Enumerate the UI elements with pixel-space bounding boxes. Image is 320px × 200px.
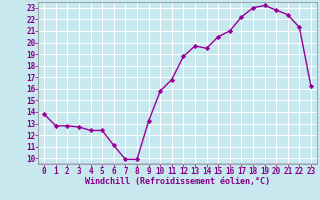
- X-axis label: Windchill (Refroidissement éolien,°C): Windchill (Refroidissement éolien,°C): [85, 177, 270, 186]
